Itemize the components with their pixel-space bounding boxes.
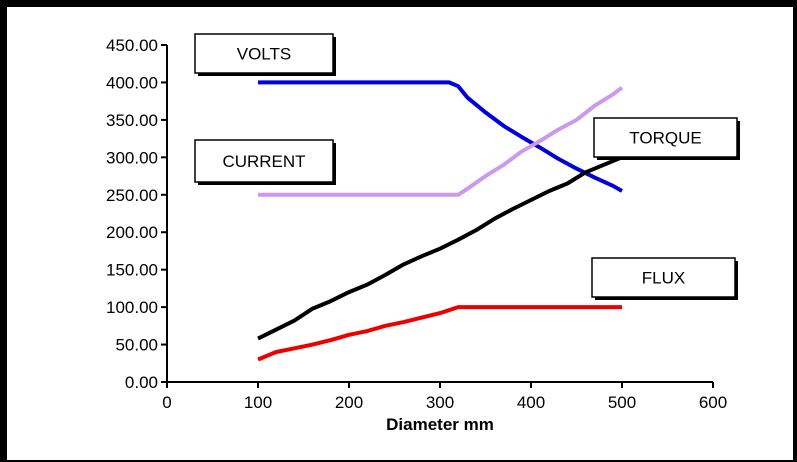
series-label-flux: FLUX bbox=[592, 258, 738, 300]
series-label-torque: TORQUE bbox=[594, 118, 740, 160]
x-tick-label: 100 bbox=[244, 393, 272, 412]
y-axis-ticks: 0.00 50.00 100.00 150.00 200.00 250.00 300.00 3… bbox=[106, 36, 167, 392]
chart-axes bbox=[167, 45, 713, 382]
label-text: CURRENT bbox=[222, 152, 305, 171]
x-axis-ticks: 0 100 200 300 400 500 600 bbox=[162, 382, 727, 412]
y-tick-label: 250.00 bbox=[106, 186, 158, 205]
y-tick-label: 400.00 bbox=[106, 73, 158, 92]
y-tick-label: 300.00 bbox=[106, 148, 158, 167]
y-tick-label: 100.00 bbox=[106, 298, 158, 317]
series-labels: VOLTS CURRENT TORQUE FLUX bbox=[195, 34, 740, 300]
y-tick-label: 0.00 bbox=[125, 373, 158, 392]
series-label-current: CURRENT bbox=[195, 140, 336, 185]
label-text: VOLTS bbox=[237, 45, 291, 64]
x-tick-label: 0 bbox=[162, 393, 171, 412]
series-label-volts: VOLTS bbox=[195, 34, 336, 76]
y-tick-label: 50.00 bbox=[115, 336, 158, 355]
y-tick-label: 350.00 bbox=[106, 111, 158, 130]
x-tick-label: 600 bbox=[699, 393, 727, 412]
y-tick-label: 200.00 bbox=[106, 223, 158, 242]
x-tick-label: 300 bbox=[426, 393, 454, 412]
label-text: TORQUE bbox=[629, 129, 701, 148]
y-tick-label: 150.00 bbox=[106, 261, 158, 280]
x-tick-label: 500 bbox=[608, 393, 636, 412]
x-tick-label: 200 bbox=[335, 393, 363, 412]
x-tick-label: 400 bbox=[517, 393, 545, 412]
plot-series bbox=[258, 82, 622, 359]
x-axis-title: Diameter mm bbox=[386, 415, 494, 434]
y-tick-label: 450.00 bbox=[106, 36, 158, 55]
series-line-flux bbox=[258, 307, 622, 359]
label-text: FLUX bbox=[642, 269, 685, 288]
